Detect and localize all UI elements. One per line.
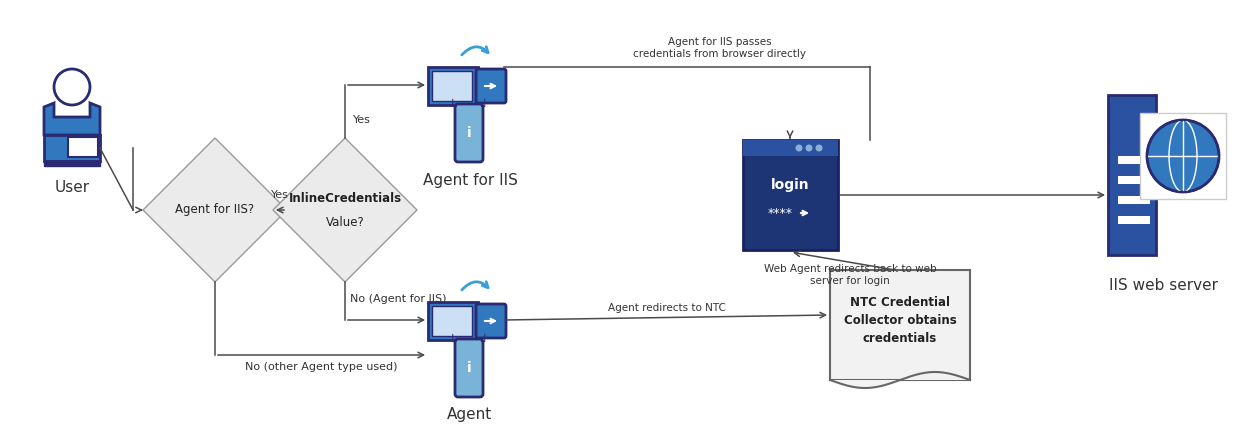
Text: IIS web server: IIS web server (1109, 277, 1218, 292)
FancyBboxPatch shape (44, 161, 100, 166)
FancyBboxPatch shape (743, 140, 838, 156)
Circle shape (816, 145, 822, 152)
FancyBboxPatch shape (476, 69, 506, 103)
FancyBboxPatch shape (743, 140, 838, 250)
Text: Web Agent redirects back to web
server for login: Web Agent redirects back to web server f… (763, 264, 936, 286)
Text: i: i (466, 126, 471, 140)
FancyBboxPatch shape (429, 302, 477, 340)
Text: User: User (54, 179, 89, 194)
Polygon shape (143, 138, 287, 282)
Text: ****: **** (768, 206, 792, 220)
Text: Yes: Yes (271, 190, 289, 200)
Text: No (other Agent type used): No (other Agent type used) (244, 362, 397, 372)
Text: Agent for IIS?: Agent for IIS? (175, 203, 254, 217)
FancyBboxPatch shape (455, 339, 482, 397)
Text: Agent: Agent (447, 407, 492, 422)
Text: ┘: ┘ (480, 336, 487, 348)
FancyBboxPatch shape (429, 67, 477, 105)
FancyBboxPatch shape (432, 306, 472, 336)
Text: i: i (466, 361, 471, 375)
Circle shape (806, 145, 812, 152)
Text: ┘: ┘ (480, 101, 487, 113)
Text: InlineCredentials: InlineCredentials (288, 191, 401, 205)
Text: └: └ (449, 336, 456, 348)
FancyBboxPatch shape (432, 71, 472, 101)
Text: No (Agent for IIS): No (Agent for IIS) (350, 294, 446, 304)
Circle shape (796, 145, 802, 152)
Text: Agent for IIS passes
credentials from browser directly: Agent for IIS passes credentials from br… (634, 37, 807, 59)
FancyBboxPatch shape (1118, 156, 1150, 164)
FancyBboxPatch shape (1140, 113, 1225, 199)
FancyBboxPatch shape (476, 304, 506, 338)
Text: NTC Credential
Collector obtains
credentials: NTC Credential Collector obtains credent… (843, 295, 956, 344)
FancyBboxPatch shape (1118, 196, 1150, 204)
Text: Value?: Value? (326, 216, 365, 228)
Circle shape (1146, 120, 1219, 192)
Text: Yes: Yes (353, 115, 371, 125)
FancyBboxPatch shape (44, 135, 100, 161)
FancyBboxPatch shape (1118, 216, 1150, 224)
Text: └: └ (449, 101, 456, 113)
Text: Agent for IIS: Agent for IIS (422, 172, 517, 187)
Circle shape (54, 69, 90, 105)
Polygon shape (273, 138, 417, 282)
FancyBboxPatch shape (1108, 95, 1157, 255)
FancyBboxPatch shape (68, 137, 98, 157)
Polygon shape (44, 103, 100, 135)
FancyBboxPatch shape (455, 104, 482, 162)
Text: login: login (771, 178, 809, 192)
Text: Agent redirects to NTC: Agent redirects to NTC (608, 303, 725, 313)
FancyBboxPatch shape (1118, 176, 1150, 184)
FancyBboxPatch shape (829, 270, 970, 380)
